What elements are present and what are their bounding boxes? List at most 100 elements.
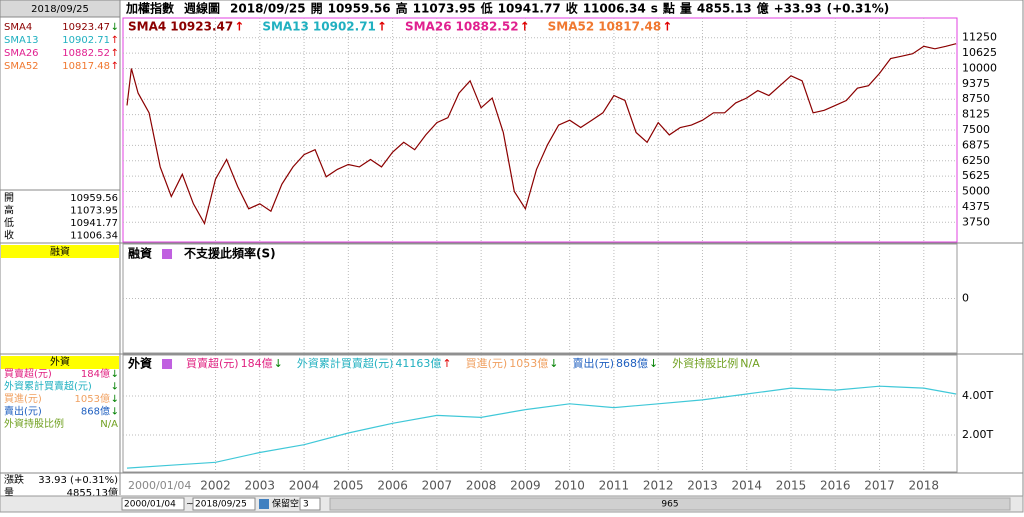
foreign-arrow: ↓ (111, 369, 119, 380)
foreign-label: 外資持股比例 (4, 417, 64, 430)
y-tick-label: 8125 (962, 108, 990, 121)
x-tick-label: 2017 (864, 479, 895, 493)
icon (162, 249, 173, 259)
indicator-arrow: ↑ (662, 20, 672, 34)
legend-name: 賣出(元) (572, 356, 614, 370)
reserve-icon (259, 499, 269, 509)
cumulative-line (126, 385, 957, 469)
header-item: 週線圖 (184, 1, 220, 16)
sma-arrow: ↑ (111, 35, 119, 46)
foreign-label: 賣出(元) (4, 405, 42, 418)
sma-arrow: ↓ (111, 22, 119, 33)
x-tick-label: 2008 (466, 479, 497, 493)
y-tick-label: 4.00T (962, 389, 993, 402)
plot-frame (122, 354, 958, 473)
header-item: 億 (757, 1, 769, 16)
legend-arrow: ↓ (274, 357, 283, 370)
header-item: 10941.77 (498, 2, 561, 16)
indicator-arrow: ↑ (377, 20, 387, 34)
header-item: 加權指數 (125, 1, 174, 16)
foreign-value: N/A (100, 419, 118, 430)
y-tick-label: 10625 (962, 46, 997, 59)
change-label: 漲跌 (4, 473, 24, 486)
legend-value: 1053億 (509, 357, 548, 370)
foreign-label: 外資累計買賣超(元) (4, 380, 92, 393)
reserve-input (299, 497, 321, 511)
indicator-arrow: ↑ (520, 20, 530, 34)
sma-value: 10923.47 (62, 22, 110, 33)
left-header (1, 245, 119, 258)
foreign-label: 買賣超(元) (4, 367, 52, 380)
header-item: 低 (480, 1, 493, 16)
price-line (126, 43, 957, 226)
foreign-arrow: ↓ (111, 382, 119, 393)
header-item: 10959.56 (328, 2, 391, 16)
left-header-text: 外資 (50, 356, 70, 368)
indicator-name: SMA4 (128, 20, 166, 34)
legend-value: 868億 (616, 357, 648, 370)
x-tick-label: 2016 (820, 479, 851, 493)
sma-label: SMA4 (4, 22, 32, 33)
end-input (192, 497, 256, 511)
ohlc-value: 11006.34 (70, 231, 118, 242)
ohlc-label: 高 (4, 204, 14, 217)
ohlc-label: 低 (4, 216, 14, 229)
y-tick-label: 8750 (962, 92, 990, 105)
x-tick-label: 2006 (377, 479, 408, 493)
header-item: 4855.13 (697, 2, 752, 16)
ohlc-label: 開 (4, 192, 14, 204)
header-item: 量 (680, 2, 692, 16)
ohlc-label: 收 (4, 229, 14, 242)
sma-value: 10817.48 (62, 61, 110, 72)
header-item: (+0.31%) (827, 2, 890, 16)
end-date[interactable]: 2018/09/25 (195, 500, 247, 510)
sma-arrow: ↑ (111, 61, 119, 72)
reserve-value[interactable]: 3 (303, 500, 309, 510)
volume-label: 量 (4, 487, 14, 499)
y-tick-label: 11250 (962, 31, 997, 44)
header-item: 開 (311, 2, 323, 16)
y-tick-label: 9375 (962, 77, 990, 90)
header-item: 11073.95 (413, 2, 476, 16)
panel-note: 不支援此頻率(S) (184, 246, 276, 261)
x-tick-label: 2002 (200, 479, 231, 493)
start-input (121, 497, 185, 511)
left-header (1, 356, 119, 369)
x-tick-label: 2010 (554, 479, 585, 493)
header-item: 2018/09/25 (230, 2, 306, 16)
left-date: 2018/09/25 (31, 4, 89, 15)
y-tick-label: 2.00T (962, 428, 993, 441)
sma-label: SMA26 (4, 48, 39, 59)
legend-arrow: ↓ (549, 357, 558, 370)
y-tick-label: 7500 (962, 123, 990, 136)
y-tick-label: 4375 (962, 200, 990, 213)
x-tick-label: 2009 (510, 479, 541, 493)
icon (162, 359, 173, 369)
x-start-label: 2000/01/04 (128, 479, 191, 492)
foreign-value: 184億 (81, 367, 110, 380)
header-item: s (651, 2, 658, 16)
ohlc-value: 10941.77 (70, 218, 118, 229)
y-tick-label: 5625 (962, 169, 990, 182)
foreign-arrow: ↓ (111, 394, 119, 405)
x-tick-label: 2015 (776, 479, 807, 493)
y-tick-label: 3750 (962, 215, 990, 228)
indicator-value: 10817.48 (598, 20, 661, 34)
legend-arrow: ↑ (442, 357, 451, 370)
bar-count: 965 (661, 500, 678, 510)
foreign-arrow: ↓ (111, 407, 119, 418)
foreign-value: 868億 (81, 405, 110, 418)
sma-label: SMA13 (4, 35, 39, 46)
start-date[interactable]: 2000/01/04 (124, 500, 176, 510)
sma-arrow: ↑ (111, 48, 119, 59)
x-tick-label: 2014 (731, 479, 762, 493)
foreign-label: 買進(元) (4, 393, 42, 405)
sma-value: 10882.52 (62, 48, 110, 59)
left-header-text: 融資 (50, 246, 70, 258)
legend-name: 外資持股比例 (672, 356, 738, 370)
change-value: 33.93 (+0.31%) (38, 475, 118, 486)
indicator-name: SMA13 (262, 20, 309, 34)
foreign-value: 1053億 (75, 392, 110, 405)
